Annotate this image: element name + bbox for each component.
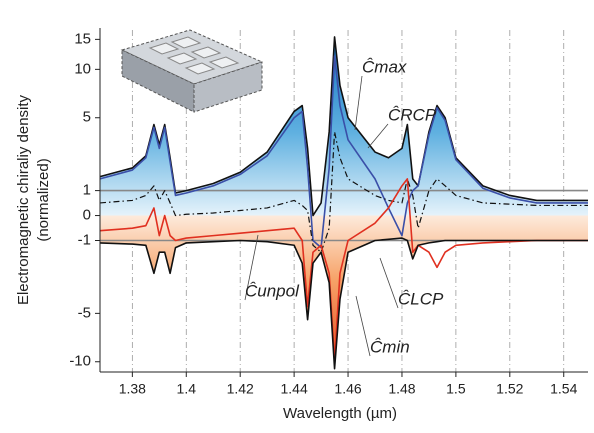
y-axis-label: Electromagnetic chiraliy density — [15, 94, 32, 305]
inset-structure — [120, 29, 264, 113]
annotation-leader — [379, 257, 399, 309]
x-axis-label: Wavelength (µm) — [283, 405, 397, 422]
x-tick-label: 1.52 — [496, 381, 523, 397]
y-tick-label: -10 — [69, 353, 91, 370]
legend-label: Ĉmax — [362, 57, 407, 76]
annotation-leader — [354, 75, 363, 131]
x-tick-label: 1.48 — [388, 381, 415, 397]
annotation-leader — [244, 234, 259, 301]
legend-label: ĈLCP — [398, 289, 444, 308]
y-tick-label: -1 — [78, 231, 91, 248]
x-tick-label: 1.38 — [119, 381, 146, 397]
area-fill — [100, 215, 588, 369]
series-line — [99, 178, 588, 363]
legend-label: Ĉmin — [370, 337, 410, 356]
x-tick-label: 1.44 — [280, 381, 307, 397]
legend-label: Ĉunpol — [245, 281, 300, 300]
x-tick-label: 1.5 — [446, 381, 466, 397]
x-tick-label: 1.54 — [550, 381, 577, 397]
y-tick-label: 5 — [83, 109, 91, 126]
y-tick-label: 1 — [83, 182, 91, 199]
annotation-leader — [355, 295, 371, 357]
y-axis-label: (normalized) — [35, 158, 52, 241]
x-tick-label: 1.46 — [334, 381, 361, 397]
y-tick-label: 10 — [74, 60, 91, 77]
series-line — [99, 237, 588, 370]
legend-label: ĈRCP — [388, 105, 437, 124]
series-line — [99, 131, 588, 253]
y-tick-label: -5 — [78, 304, 91, 321]
y-tick-label: 15 — [74, 30, 91, 47]
x-tick-label: 1.42 — [227, 381, 254, 397]
series-line — [99, 55, 588, 249]
x-tick-label: 1.4 — [177, 381, 197, 397]
plot-area — [99, 30, 588, 372]
annotation-leader — [367, 123, 389, 149]
y-tick-label: 0 — [83, 207, 91, 224]
